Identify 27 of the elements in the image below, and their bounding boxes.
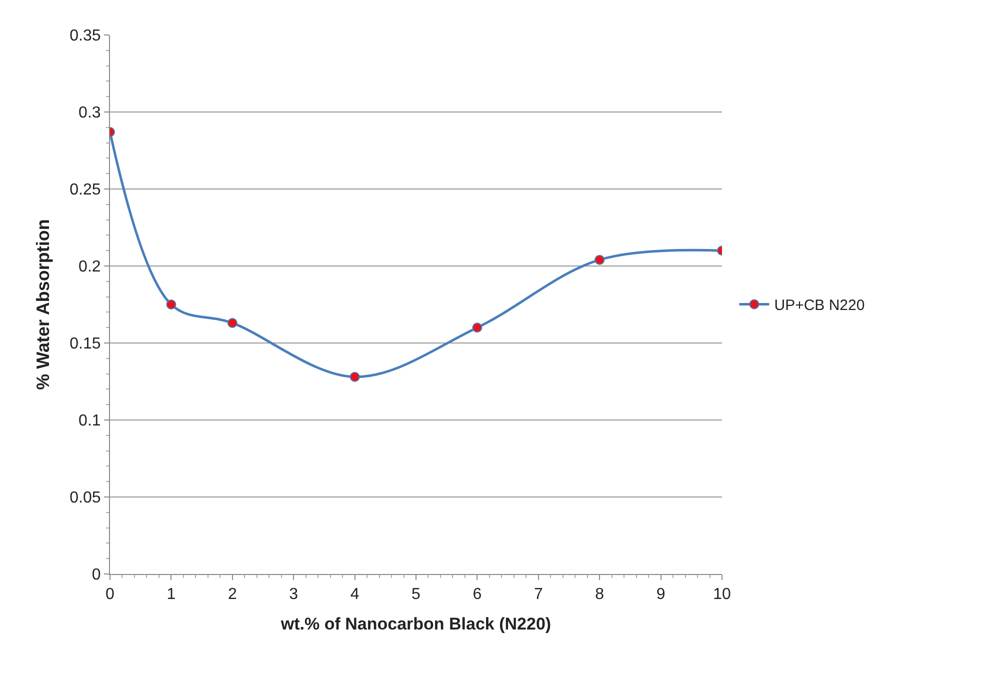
y-tick-label: 0.25 bbox=[70, 182, 101, 199]
x-tick-label: 2 bbox=[228, 586, 237, 604]
x-tick-label: 5 bbox=[412, 586, 421, 604]
x-tick-label: 1 bbox=[166, 586, 176, 604]
y-tick-label: 0.2 bbox=[78, 258, 101, 276]
x-tick-label: 3 bbox=[289, 586, 298, 604]
point bbox=[594, 254, 605, 265]
point bbox=[166, 300, 176, 310]
x-tick-label: 10 bbox=[713, 586, 731, 604]
point bbox=[227, 318, 238, 328]
x-tick-label: 4 bbox=[350, 586, 360, 604]
legend-label: UP+CB N220 bbox=[774, 297, 865, 314]
x-tick-label: 7 bbox=[534, 586, 543, 604]
y-tick-label: 0 bbox=[92, 566, 101, 584]
y-tick-label: 0.1 bbox=[78, 412, 101, 430]
y-tick-label: 0.3 bbox=[78, 104, 101, 122]
y-axis-title: % Water Absorption bbox=[32, 219, 53, 390]
x-tick-label: 8 bbox=[595, 586, 604, 604]
y-tick-label: 0.15 bbox=[70, 336, 101, 353]
y-tick-label: 0.05 bbox=[70, 490, 101, 507]
point bbox=[350, 372, 360, 382]
point bbox=[472, 322, 482, 333]
x-tick-label: 9 bbox=[656, 586, 666, 604]
x-tick-label: 6 bbox=[472, 586, 482, 604]
x-tick-label: 0 bbox=[106, 586, 115, 604]
y-tick-label: 0.35 bbox=[70, 28, 101, 45]
x-axis-title: wt.% of Nanocarbon Black (N220) bbox=[280, 614, 552, 634]
